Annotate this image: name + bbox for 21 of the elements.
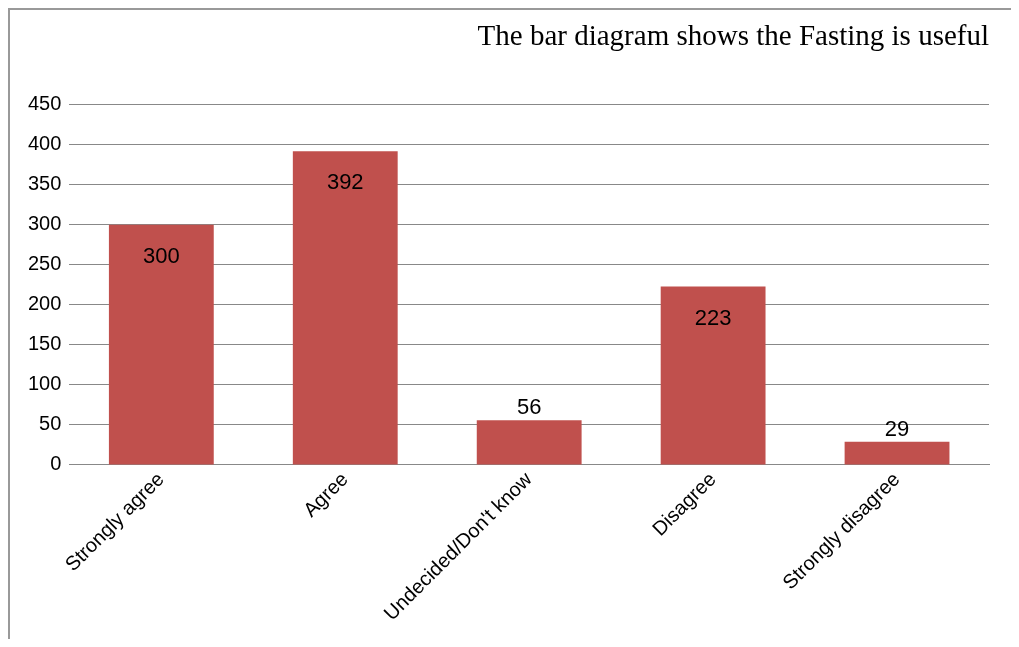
y-tick-label: 0 — [50, 452, 62, 475]
bar — [660, 286, 766, 465]
y-tick-label: 400 — [27, 132, 62, 155]
bar — [476, 420, 582, 465]
data-label: 223 — [694, 304, 732, 330]
y-tick-label: 300 — [27, 212, 62, 235]
bar — [844, 441, 950, 465]
data-label: 29 — [884, 415, 910, 441]
data-label: 300 — [142, 242, 180, 268]
bar — [292, 151, 398, 465]
y-tick-label: 50 — [39, 412, 62, 435]
y-tick-label: 100 — [27, 372, 62, 395]
y-tick-label: 250 — [27, 252, 62, 275]
y-tick-label: 350 — [27, 172, 62, 195]
y-tick-label: 450 — [27, 92, 62, 115]
data-label: 392 — [326, 169, 364, 195]
chart-title: The bar diagram shows the Fasting is useful — [477, 19, 989, 52]
y-tick-label: 200 — [27, 292, 62, 315]
data-label: 56 — [516, 394, 542, 420]
y-tick-label: 150 — [27, 332, 62, 355]
bar — [108, 224, 214, 465]
